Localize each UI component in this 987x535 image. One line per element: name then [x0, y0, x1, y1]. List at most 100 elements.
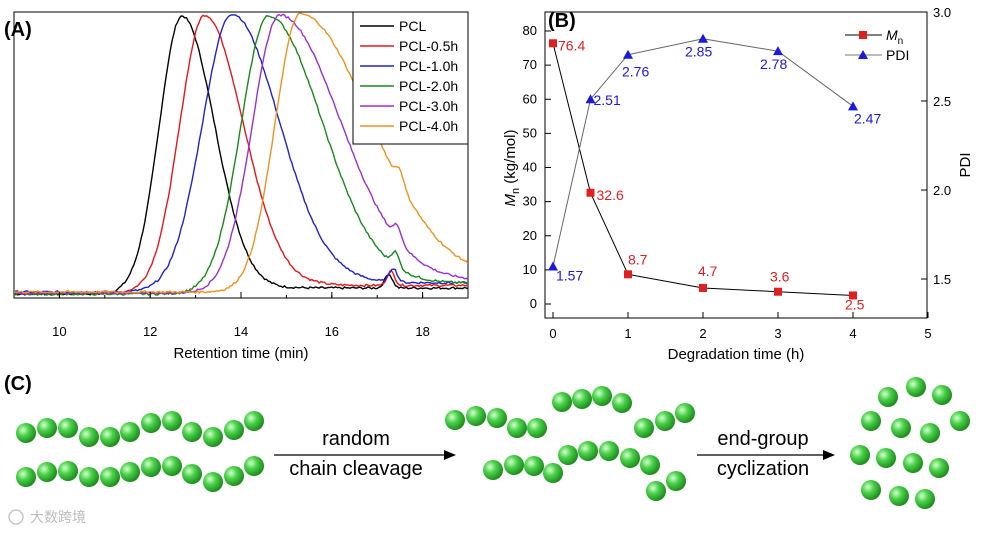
polymer-bead	[504, 455, 524, 475]
mn-data-label: 3.6	[770, 269, 790, 285]
polymer-bead	[929, 458, 949, 478]
legend-mn-label-main: M	[886, 27, 898, 43]
mn-axis-tick-label: 80	[523, 23, 537, 38]
polymer-bead	[878, 387, 898, 407]
mn-axis-title-units: (kg/mol)	[502, 130, 519, 188]
polymer-bead	[182, 422, 202, 442]
step1-line2: chain cleavage	[289, 458, 422, 480]
degradation-axes: 0 10 20 30 40 50 60 70 80 1.5 2.0 2.5 3.0 0 1 2 3 4 5	[523, 5, 952, 341]
polymer-bead	[141, 457, 161, 477]
polymer-bead	[162, 411, 182, 431]
polymer-bead	[79, 467, 99, 487]
polymer-bead	[552, 392, 572, 412]
polymer-bead	[37, 462, 57, 482]
pdi-point	[585, 94, 596, 104]
degradation-x-tick-label: 3	[774, 326, 781, 341]
degradation-x-axis-title: Degradation time (h)	[668, 346, 805, 363]
polymer-bead	[527, 418, 547, 438]
pdi-data-label: 2.85	[685, 44, 712, 60]
polymer-bead	[572, 389, 592, 409]
watermark-text: 大数跨境	[30, 509, 86, 525]
gpc-legend-label: PCL-1.0h	[399, 58, 458, 74]
degradation-x-tick-label: 0	[549, 326, 556, 341]
mn-data-label: 4.7	[698, 263, 718, 279]
gpc-legend-box	[352, 11, 469, 145]
mn-data-label: 76.4	[558, 37, 585, 53]
polymer-bead	[675, 403, 695, 423]
polymer-bead	[558, 445, 578, 465]
pdi-point	[848, 101, 858, 111]
degradation-series: 76.4 32.6 8.7 4.7 3.6 2.5 1.57 2.512.76 2.85 2.78…	[548, 33, 881, 312]
gpc-x-tick-label: 18	[415, 324, 429, 339]
polymer-bead	[16, 467, 36, 487]
legend-mn-label-sub: n	[898, 36, 904, 47]
polymer-bead	[543, 463, 563, 483]
mn-axis-tick-label: 40	[523, 160, 537, 175]
degradation-chart: 0 10 20 30 40 50 60 70 80 1.5 2.0 2.5 3.0 0 1 2 3 4 5 76.4…	[502, 5, 974, 363]
mn-axis-tick-label: 20	[523, 228, 537, 243]
degradation-plot-frame	[544, 11, 928, 319]
polymer-bead	[100, 467, 120, 487]
pdi-point	[698, 33, 708, 43]
legend-pdi-marker	[858, 50, 868, 59]
polymer-bead	[599, 441, 619, 461]
panel-b-label: (B)	[548, 10, 576, 32]
gpc-curves	[14, 12, 468, 296]
legend-mn-marker	[859, 31, 867, 39]
polymer-bead	[182, 464, 202, 484]
degradation-x-tick-label: 2	[699, 326, 706, 341]
polymer-bead	[861, 411, 881, 431]
polymer-bead	[100, 427, 120, 447]
gpc-x-tick-label: 16	[325, 324, 339, 339]
step1-arrowhead	[444, 450, 456, 460]
polymer-bead	[903, 453, 923, 473]
pdi-axis-tick-label: 3.0	[933, 5, 951, 20]
polymer-bead	[58, 461, 78, 481]
polymer-bead	[244, 456, 264, 476]
mn-point	[549, 39, 557, 48]
degradation-legend: Mn PDI	[845, 27, 909, 63]
polymer-bead	[891, 418, 911, 438]
polymer-bead	[79, 427, 99, 447]
polymer-bead	[612, 393, 632, 413]
gpc-legend-label: PCL	[399, 18, 426, 34]
polymer-bead	[141, 413, 161, 433]
polymer-bead	[861, 480, 881, 500]
step2-line1: end-group	[717, 428, 808, 450]
degradation-scheme: random chain cleavage end-group cyclizat…	[16, 377, 970, 509]
pdi-data-label: 2.76	[622, 64, 649, 80]
polymer-bead	[507, 418, 527, 438]
gpc-legend-label: PCL-0.5h	[399, 38, 458, 54]
pdi-point	[623, 49, 633, 59]
polymer-bead	[16, 423, 36, 443]
gpc-x-tick-label: 10	[52, 324, 66, 339]
pdi-point	[548, 261, 558, 271]
step2-arrowhead	[823, 450, 835, 460]
mn-axis-title-sub: n	[510, 188, 522, 194]
watermark: 大数跨境	[8, 509, 86, 525]
mn-axis-tick-label: 70	[523, 57, 537, 72]
step2-line2: cyclization	[717, 458, 809, 480]
polymer-bead	[224, 420, 244, 440]
polymer-bead	[655, 411, 675, 431]
pdi-data-label: 2.47	[854, 110, 881, 126]
polymer-bead	[58, 418, 78, 438]
mn-data-label: 8.7	[628, 251, 648, 267]
polymer-bead	[466, 406, 486, 426]
panel-c-label: (C)	[4, 373, 32, 395]
polymer-bead	[850, 445, 870, 465]
mn-point	[774, 287, 782, 296]
gpc-trace-pcl-2-0h	[14, 15, 468, 296]
polymer-bead	[950, 411, 970, 431]
polymer-bead	[592, 386, 612, 406]
polymer-bead	[244, 411, 264, 431]
mn-data-label: 2.5	[845, 296, 865, 312]
polymer-bead	[876, 448, 896, 468]
step1-line1: random	[322, 428, 390, 450]
pdi-axis-tick-label: 2.0	[933, 183, 951, 198]
gpc-x-tick-label: 14	[234, 324, 248, 339]
gpc-legend: PCL PCL-0.5h PCL-1.0h PCL-2.0h PCL-3.0h PCL-4…	[352, 11, 469, 145]
panel-a-label: (A)	[4, 19, 32, 41]
polymer-bead	[203, 427, 223, 447]
